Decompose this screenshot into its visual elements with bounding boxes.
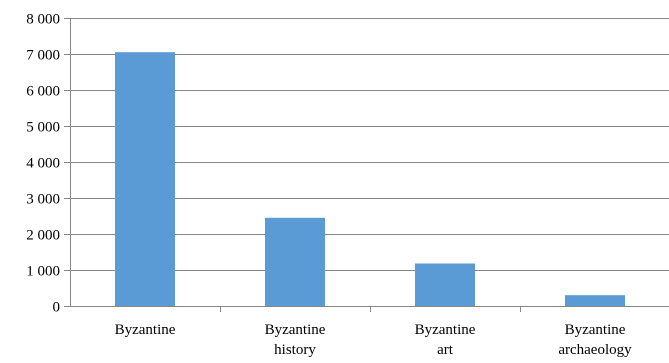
- bar: [415, 263, 475, 306]
- x-tick-label: Byzantine: [115, 322, 176, 338]
- y-tick-label: 8 000: [26, 12, 60, 28]
- x-tick-label: Byzantine art: [415, 322, 476, 358]
- y-tick-label: 4 000: [26, 156, 60, 172]
- y-tick-labels: 0 1 000 2 000 3 000 4 000 5 000 6 000 7 000 8 00…: [26, 12, 60, 316]
- bar: [565, 295, 625, 306]
- bar: [115, 52, 175, 307]
- x-tick-label: Byzantine history: [265, 322, 326, 358]
- y-tick-label: 0: [53, 300, 61, 316]
- y-tick-label: 3 000: [26, 192, 60, 208]
- x-tick-labels: Byzantine Byzantine history Byzantine art Byz…: [115, 322, 633, 358]
- axes: [70, 18, 669, 312]
- y-tick-label: 1 000: [26, 264, 60, 280]
- y-tick-label: 7 000: [26, 48, 60, 64]
- bars: [115, 52, 625, 307]
- y-tick-label: 6 000: [26, 84, 60, 100]
- y-tick-label: 5 000: [26, 120, 60, 136]
- bar: [265, 217, 325, 306]
- x-tick-label: Byzantine archaeology: [558, 322, 632, 358]
- y-tick-label: 2 000: [26, 228, 60, 244]
